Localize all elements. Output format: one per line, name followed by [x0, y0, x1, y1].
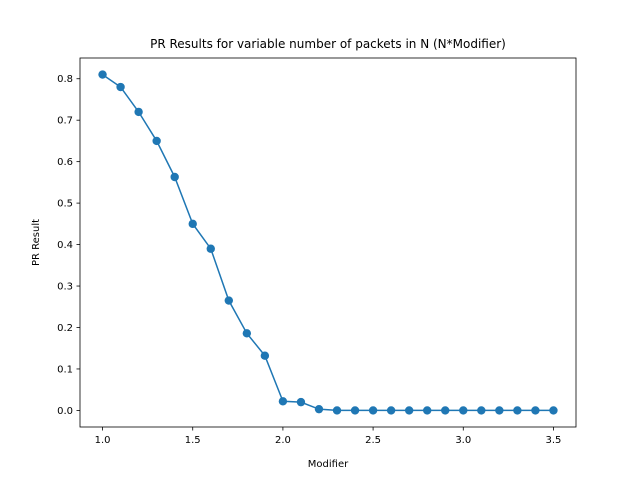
data-point	[170, 172, 179, 182]
chart-title: PR Results for variable number of packet…	[150, 37, 506, 51]
data-point	[350, 406, 360, 415]
y-tick-label: 0.0	[57, 406, 73, 417]
data-point	[242, 329, 252, 338]
data-point	[549, 406, 558, 415]
x-tick-label: 3.5	[546, 435, 562, 446]
data-point	[152, 136, 161, 146]
data-point	[314, 404, 324, 414]
data-point	[368, 406, 378, 415]
x-tick-label: 2.0	[275, 435, 291, 446]
axes-frame	[79, 57, 577, 428]
data-point	[134, 107, 143, 117]
data-point	[513, 406, 522, 415]
y-tick-label: 0.1	[57, 364, 73, 375]
data-point	[495, 406, 504, 415]
data-point	[531, 406, 540, 415]
y-tick-label: 0.2	[57, 323, 73, 334]
data-point	[116, 82, 125, 92]
data-point	[206, 244, 215, 253]
data-point	[459, 406, 468, 415]
data-point	[224, 296, 233, 305]
x-axis-label: Modifier	[308, 459, 349, 470]
data-point	[296, 397, 306, 407]
data-point	[98, 70, 107, 79]
data-point	[441, 406, 450, 415]
y-axis-label: PR Result	[31, 219, 42, 266]
y-tick-label: 0.8	[57, 74, 73, 85]
data-point	[477, 406, 486, 415]
y-tick-label: 0.6	[57, 157, 73, 168]
data-point	[386, 406, 396, 415]
data-point	[404, 406, 414, 415]
data-point	[188, 219, 197, 229]
plot-area: 1.0 1.5 2.0 2.5 3.0 3.5 0.0 0.1 0.2 0.3 0.4 0.5 0.6 0…	[57, 70, 561, 446]
x-tick-label: 1.5	[185, 435, 201, 446]
y-tick-label: 0.5	[57, 199, 73, 210]
data-point	[278, 397, 288, 406]
data-point	[260, 351, 270, 360]
x-tick-label: 2.5	[365, 435, 381, 446]
y-tick-label: 0.4	[57, 240, 73, 251]
x-tick-label: 3.0	[455, 435, 471, 446]
data-point	[423, 406, 432, 415]
y-tick-label: 0.3	[57, 282, 73, 293]
data-point	[332, 406, 342, 415]
y-tick-label: 0.7	[57, 116, 73, 127]
x-tick-label: 1.0	[95, 435, 111, 446]
